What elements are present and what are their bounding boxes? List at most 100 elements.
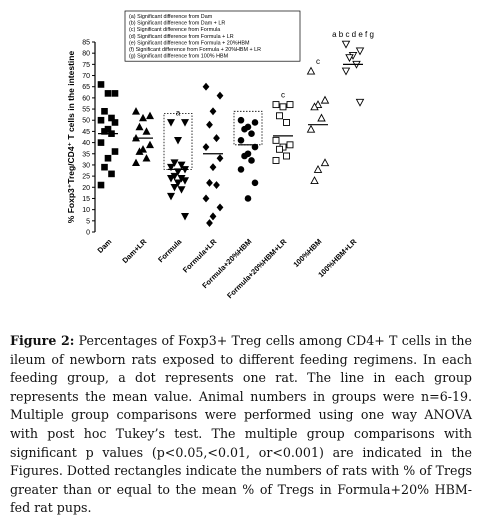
x-tick-label: Formula bbox=[156, 236, 184, 264]
data-point bbox=[145, 140, 155, 149]
legend-box bbox=[124, 10, 301, 62]
data-point bbox=[355, 47, 365, 56]
y-tick-label: 85 bbox=[82, 40, 90, 47]
data-point bbox=[101, 107, 108, 115]
data-point bbox=[213, 134, 220, 143]
data-point bbox=[177, 161, 186, 170]
data-point bbox=[166, 163, 176, 172]
data-point bbox=[173, 179, 183, 187]
data-point bbox=[251, 143, 259, 151]
data-point bbox=[138, 113, 148, 122]
data-point bbox=[173, 168, 183, 176]
data-point bbox=[104, 90, 112, 97]
data-point bbox=[313, 164, 323, 173]
data-point bbox=[180, 177, 190, 185]
legend-entry: (c) Significant difference from Formula bbox=[129, 27, 220, 33]
data-point bbox=[341, 40, 351, 49]
data-point bbox=[142, 154, 151, 162]
data-point bbox=[355, 98, 365, 107]
y-tick-label: 20 bbox=[82, 185, 90, 192]
y-tick-label: 65 bbox=[82, 84, 90, 91]
data-point bbox=[251, 179, 259, 187]
x-tick-label: Dam+LR bbox=[120, 237, 148, 265]
data-point bbox=[131, 158, 141, 167]
data-point bbox=[177, 186, 186, 194]
data-point bbox=[206, 219, 213, 228]
data-point bbox=[170, 159, 179, 167]
data-point bbox=[244, 195, 252, 202]
data-point bbox=[206, 178, 213, 187]
x-tick-label: Formula+LR bbox=[181, 237, 219, 275]
data-point bbox=[306, 66, 316, 75]
data-point bbox=[202, 194, 210, 203]
data-point bbox=[272, 157, 280, 164]
data-point bbox=[306, 124, 316, 133]
data-point bbox=[145, 111, 155, 120]
y-tick-label: 75 bbox=[82, 62, 90, 69]
data-point bbox=[97, 181, 105, 189]
y-tick-label: 25 bbox=[82, 174, 90, 181]
data-point bbox=[310, 102, 319, 111]
data-point bbox=[166, 192, 176, 201]
data-point bbox=[180, 213, 190, 221]
data-point bbox=[237, 116, 245, 124]
y-tick-label: 10 bbox=[82, 207, 90, 214]
data-point bbox=[283, 119, 290, 126]
significance-label: a bbox=[176, 108, 181, 117]
figure-caption: Figure 2: Percentages of Foxp3+ Treg cel… bbox=[10, 332, 472, 518]
data-point bbox=[142, 127, 151, 135]
y-tick-label: 50 bbox=[82, 118, 90, 125]
data-point bbox=[131, 107, 141, 115]
data-point bbox=[135, 147, 144, 155]
data-point bbox=[286, 141, 294, 149]
y-tick-label: 55 bbox=[82, 107, 90, 114]
data-point bbox=[216, 203, 224, 212]
data-point bbox=[108, 170, 115, 178]
y-tick-label: 60 bbox=[82, 95, 90, 102]
data-point bbox=[111, 148, 119, 155]
data-point bbox=[317, 113, 326, 122]
y-tick-label: 45 bbox=[82, 129, 90, 136]
data-point bbox=[237, 166, 245, 173]
data-point bbox=[97, 81, 105, 88]
data-point bbox=[216, 154, 224, 163]
scatter-plot: 0 5 10 15 20 25 30 35 40 45 50 55 60 65 70 75 80 85 % Foxp… bbox=[66, 10, 374, 301]
data-point bbox=[101, 128, 108, 135]
x-tick-label: Formula+20%HBM+LR bbox=[225, 237, 289, 301]
data-point bbox=[97, 116, 105, 124]
data-point bbox=[237, 137, 245, 144]
data-point bbox=[320, 95, 330, 104]
legend-entry: (f) Significant difference from Formula … bbox=[129, 47, 261, 53]
y-tick-label: 0 bbox=[86, 230, 90, 237]
data-point bbox=[180, 119, 190, 127]
data-point bbox=[209, 163, 217, 172]
y-tick-label: 80 bbox=[82, 51, 90, 58]
data-point bbox=[272, 101, 280, 109]
data-point bbox=[166, 119, 176, 127]
x-tick-label: 100%HBM bbox=[291, 237, 323, 269]
x-tick-label: Dam bbox=[96, 237, 114, 255]
legend-entry: (a) Significant difference from Dam bbox=[129, 14, 213, 20]
y-axis-title: % Foxp3⁺Treg/CD4⁺ T cells in the intesti… bbox=[66, 51, 76, 224]
data-point bbox=[345, 54, 354, 63]
data-point bbox=[206, 120, 213, 129]
data-point bbox=[209, 212, 217, 221]
data-point bbox=[272, 136, 280, 144]
data-point bbox=[341, 67, 351, 76]
y-tick-label: 70 bbox=[82, 73, 90, 80]
data-point bbox=[251, 119, 259, 126]
data-point bbox=[283, 152, 290, 160]
data-point bbox=[320, 158, 330, 167]
significance-label: c bbox=[281, 91, 285, 100]
data-point bbox=[111, 90, 119, 97]
data-point bbox=[166, 175, 176, 183]
data-point bbox=[248, 130, 255, 137]
data-point bbox=[170, 183, 179, 192]
legend-entry: (d) Significant difference from Formula … bbox=[129, 34, 234, 40]
data-point bbox=[104, 154, 112, 162]
legend-entry: (g) Significant difference from 100% HBM bbox=[129, 54, 229, 60]
legend-entry: (b) Significant difference from Dam + LR bbox=[129, 21, 225, 27]
data-point bbox=[241, 125, 248, 133]
data-point bbox=[101, 163, 108, 171]
significance-label: a b c d e f g bbox=[332, 30, 374, 39]
